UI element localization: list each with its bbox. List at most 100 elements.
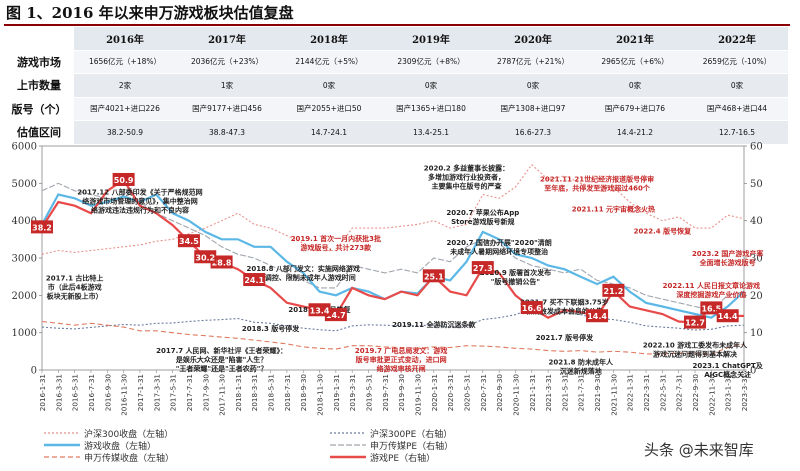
x-tick-label: 2019-9-30 [397,374,406,412]
x-tick-label: 2017-5-31 [169,374,178,411]
x-tick-label: 2018-7-31 [283,374,292,411]
legend-label: 申万传媒PE（右轴） [370,440,453,452]
x-tick-label: 2019-3-31 [348,374,357,411]
x-tick-label: 2018-9-30 [299,374,308,412]
event-annotation: 2022.10 游戏工委发布未成年人 [643,341,748,350]
x-tick-label: 2017-11-30 [218,374,227,416]
event-annotation: 2017.7 人民网、新华社评《王者荣耀》： [156,346,287,355]
event-annotation: 主要集中在版号的严查 [431,181,502,190]
series-line [41,163,745,255]
table-cell: 0家 [686,73,788,97]
watermark-text: 头条 @未来智库 [644,441,754,459]
legend-label: 游戏收盘（左轴） [84,440,156,452]
pe-value-box [31,220,53,234]
event-annotation: 未成年人暑期网络环境专项整治 [450,247,548,256]
x-tick-label: 2022-9-30 [691,374,700,412]
table-row-market: 游戏市场 1656亿元（+18%） 2036亿元（+23%） 2144亿元（+5… [4,50,788,74]
x-tick-label: 2016-1-31 [38,374,47,411]
x-tick-label: 2022-7-31 [675,374,684,411]
table-cell: 2家 [74,73,176,97]
table-cell: 14.4-21.2 [584,120,686,144]
pe-value-box [716,309,739,323]
table-cell: 2787亿元（+21%） [482,50,584,74]
x-tick-label: 2021-1-31 [528,374,537,411]
event-annotation: 2020.7 苹果公布App [446,208,519,217]
pe-value-label: 50.9 [114,176,134,185]
x-tick-label: 2021-7-31 [577,374,586,411]
x-tick-label: 2021-3-31 [544,374,553,411]
x-tick-label: 2022-5-31 [658,374,667,411]
left-tick-label: 4000 [12,216,37,227]
right-tick-label: 10 [750,328,763,339]
valuation-chart: 0 1000 2000 3000 4000 5000 6000 0 10 20 30 40 50 60 20… [12,142,764,465]
table-col-header: 2021年 [584,27,686,50]
event-annotation: 全面增长游戏版号 [699,258,756,267]
legend-label: 游戏PE（右轴） [370,452,435,464]
summary-table: 2016年 2017年 2018年 2019年 2020年 2021年 2022… [4,27,788,145]
pe-value-box [422,269,445,283]
event-annotation: 2020.7 国信办开展"2020"清朗 [446,238,551,247]
pe-value-label: 30.2 [195,253,215,262]
row-label: 上市数量 [17,79,61,93]
x-tick-label: 2017-9-30 [201,374,210,412]
pe-value-label: 12.7 [685,319,705,328]
series-line [41,178,745,324]
event-annotation: "王者荣耀"还是"王者农药"？ [176,364,268,373]
pe-value-label: 16.5 [701,304,721,313]
pe-value-label: 28.8 [212,258,232,267]
pe-value-label: 38.2 [32,223,52,232]
table-col-header: 2016年 [74,27,176,50]
table-cell: 0家 [482,73,584,97]
row-label: 估值区间 [17,126,61,140]
event-annotation: 2017.1 古比特上 [46,273,103,282]
table-cell: 国产9177+进口456 [176,97,278,121]
legend-label: 沪深300收盘（左轴） [84,428,173,440]
x-tick-label: 2021-11-30 [609,374,618,416]
left-tick-label: 6000 [12,142,37,153]
table-cell: 1家 [176,73,278,97]
x-tick-label: 2019-1-31 [332,374,341,411]
x-tick-label: 2020-3-31 [446,374,455,411]
series-line [41,320,745,355]
pe-value-box [308,303,331,317]
pe-value-box [602,283,625,297]
pe-value-box [194,250,217,264]
table-cell: 13.4-25.1 [380,120,482,144]
event-annotation: 2022.4 版号恢复 [634,227,692,236]
event-annotation: 至年底，共停发至游戏超过460个 [544,183,651,192]
table-cell: 2309亿元（+8%） [380,50,482,74]
table-cell: 0家 [584,73,686,97]
table-cell: 国产1308+进口97 [482,97,584,121]
right-tick-label: 50 [750,179,763,190]
table-cell: 国产4021+进口226 [74,97,176,121]
event-annotation: 2022.11 人民日报文章论游戏 [663,281,760,290]
x-tick-label: 2019-5-31 [365,374,374,411]
table-row-listings: 上市数量 2家 1家 0家 0家 0家 0家 0家 [4,73,788,97]
event-annotation: 2020.2 多益董事长披露： [424,163,509,172]
event-annotation: 是娱乐大众还是"陷害"人生？ [175,355,267,364]
x-tick-label: 2017-7-31 [185,374,194,411]
table-cell: 0家 [278,73,380,97]
pe-value-box [684,315,707,329]
left-tick-label: 3000 [12,254,37,265]
event-annotation: 络游戏市场管理的意见》，集中整治网 [82,197,198,206]
event-annotation: 版号审批更正式变动，进口网 [356,355,447,364]
x-tick-label: 2022-1-31 [626,374,635,411]
x-tick-label: 2016-9-30 [103,374,112,412]
event-annotation: 2019.1 首次一月内获批3批 [291,234,381,243]
table-cell: 国产1365+进口180 [380,97,482,121]
pe-value-box [471,261,494,275]
x-tick-label: 2018-1-31 [234,374,243,411]
x-tick-label: 2022-11-30 [707,374,716,416]
event-annotation: 深度挖掘游戏产业价值 [676,290,746,299]
event-annotation: 游戏沉迷问题得到基本解决 [653,350,738,359]
table-row-valuation: 估值区间 38.2-50.9 38.8-47.3 14.7-24.1 13.4-… [4,120,788,144]
x-tick-label: 2021-9-30 [593,374,602,412]
legend-label: 申万传媒收盘（左轴） [84,452,174,464]
pe-value-label: 24.1 [244,276,264,285]
right-tick-label: 40 [750,216,763,227]
table-cell: 国产468+进口44 [686,97,788,121]
x-tick-label: 2020-5-31 [462,374,471,411]
right-tick-label: 30 [750,254,763,265]
event-annotation: 络游戏审核开闸 [377,364,426,373]
